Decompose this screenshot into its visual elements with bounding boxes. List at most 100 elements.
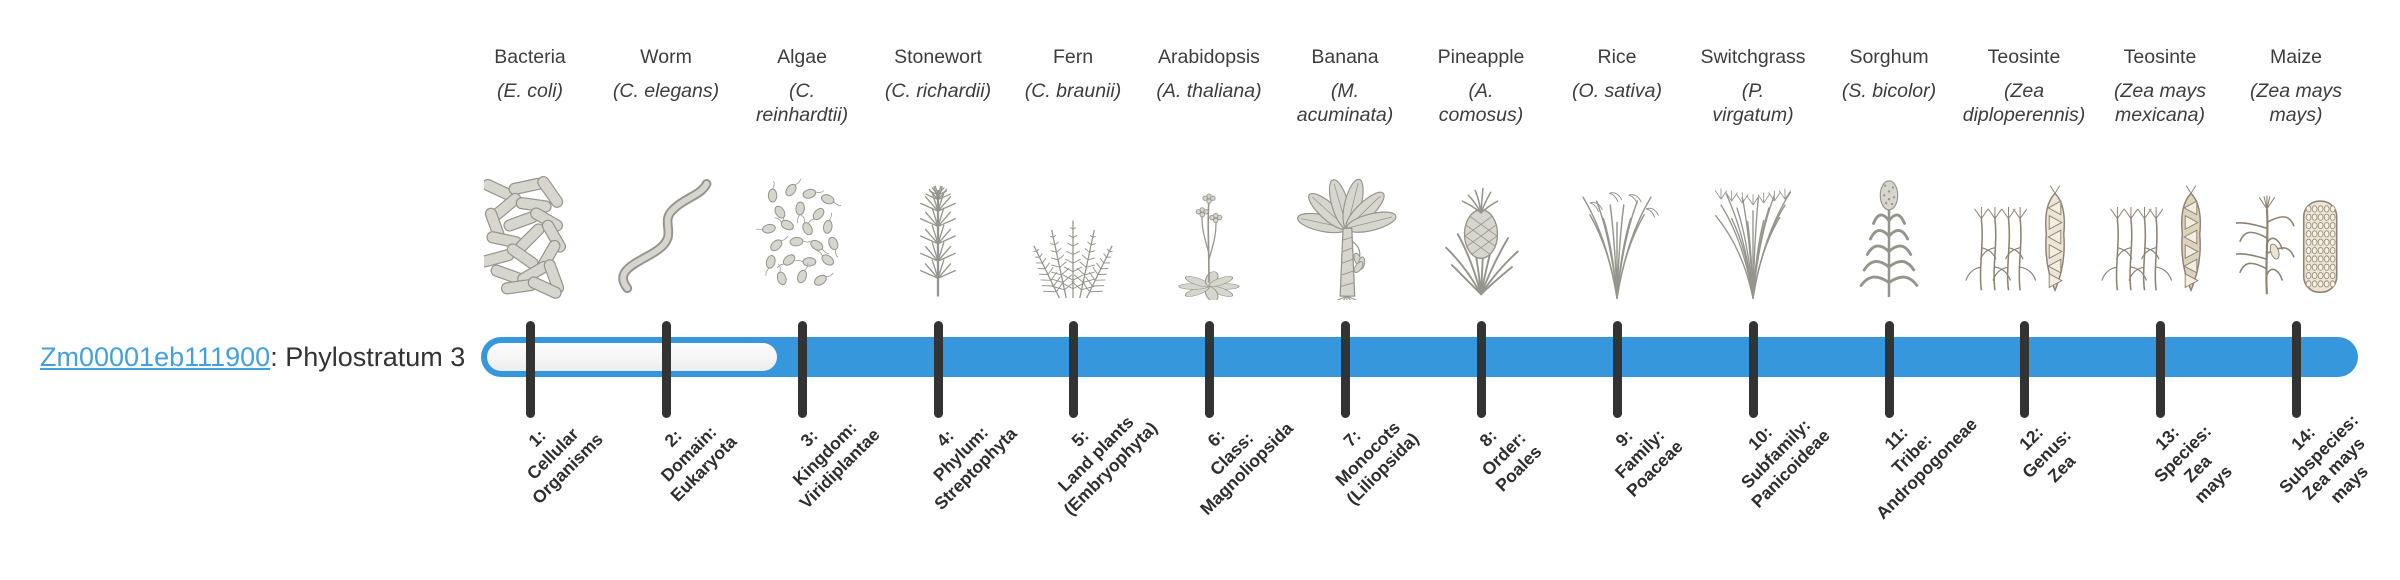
organism-scientific-name: (C. braunii) (1024, 80, 1122, 102)
organism-image (460, 170, 600, 300)
organism-label: Switchgrass (P. virgatum) (1665, 45, 1841, 127)
organism-common-name: Switchgrass (1700, 46, 1806, 68)
organism-label: Bacteria (E. coli) (442, 45, 618, 103)
rice-icon (1582, 192, 1660, 299)
stage-text: 13: Species: Zea mays (2149, 420, 2236, 507)
teosinte-mexicana-icon (2101, 185, 2202, 293)
stratum-tick-11 (1884, 321, 1894, 418)
teosinte-diplo-icon (1965, 185, 2066, 293)
organism-image (868, 170, 1008, 300)
gene-id-link[interactable]: Zm00001eb111900 (40, 342, 271, 372)
organism-scientific-name: (C. richardii) (884, 80, 992, 102)
organism-label: Algae (C. reinhardtii) (714, 45, 890, 127)
organism-label: Pineapple (A. comosus) (1393, 45, 1569, 127)
pineapple-icon (1445, 187, 1519, 296)
stage-text: 8: Order: Poales (1475, 425, 1546, 496)
organism-label: Arabidopsis (A. thaliana) (1121, 45, 1297, 103)
organism-image (1411, 170, 1551, 300)
organism-image (2090, 170, 2230, 300)
stage-text: 14: Subspecies: Zea mays mays (2274, 409, 2372, 507)
organism-label: Banana (M. acuminata) (1257, 45, 1433, 127)
organism-image (1819, 170, 1959, 300)
stage-text: 6: Class: Magnoliopsida (1196, 418, 1297, 519)
organism-common-name: Teosinte (1987, 46, 2061, 68)
algae-icon (756, 178, 842, 286)
organism-label: Sorghum (S. bicolor) (1801, 45, 1977, 103)
organism-image (596, 170, 736, 300)
stage-text: 1: Cellular Organisms (522, 423, 607, 508)
stratum-tick-3 (797, 321, 807, 418)
organism-label: Fern (C. braunii) (985, 45, 1161, 103)
stratum-tick-8 (1476, 321, 1486, 418)
stage-text: 12: Genus: Zea (2015, 422, 2080, 487)
organism-image (1003, 170, 1143, 300)
organism-image (2226, 170, 2366, 300)
organism-image (1683, 170, 1823, 300)
stage-text: 11: Tribe: Andropogoneae (1871, 413, 1981, 523)
organism-label: Stonewort (C. richardii) (850, 45, 1026, 103)
organism-scientific-name: (Zea mays mays) (2249, 80, 2343, 126)
stratum-tick-7 (1340, 321, 1350, 418)
organism-scientific-name: (A. comosus) (1438, 80, 1524, 126)
organism-scientific-name: (C. reinhardtii) (755, 80, 849, 126)
stonewort-icon (920, 185, 956, 297)
phylostratum-bar (481, 337, 2358, 377)
organism-label: Teosinte (Zea diploperennis) (1936, 45, 2112, 127)
stratum-tick-9 (1612, 321, 1622, 418)
organism-image (1139, 170, 1279, 300)
stratum-tick-2 (661, 321, 671, 418)
organism-common-name: Teosinte (2123, 46, 2197, 68)
unfilled-track (487, 343, 777, 371)
organism-scientific-name: (P. virgatum) (1712, 80, 1794, 126)
organism-image (1275, 170, 1415, 300)
organism-common-name: Rice (1597, 46, 1637, 68)
organism-label: Teosinte (Zea mays mexicana) (2072, 45, 2248, 127)
organism-scientific-name: (A. thaliana) (1156, 80, 1262, 102)
organism-label: Worm (C. elegans) (578, 45, 754, 103)
stratum-tick-12 (2019, 321, 2029, 418)
stage-text: 7: Monocots (Liliopsida) (1330, 416, 1423, 509)
organism-common-name: Algae (777, 46, 827, 68)
stage-text: 9: Family: Poaceae (1610, 424, 1687, 501)
stratum-tick-4 (933, 321, 943, 418)
organism-common-name: Stonewort (894, 46, 982, 68)
organism-scientific-name: (M. acuminata) (1296, 80, 1394, 126)
gene-stratum-text: : Phylostratum 3 (270, 342, 466, 372)
bacteria-icon (484, 176, 567, 299)
fern-icon (1033, 220, 1113, 299)
organism-common-name: Maize (2269, 46, 2323, 68)
organism-common-name: Sorghum (1849, 46, 1929, 68)
organism-scientific-name: (C. elegans) (612, 80, 720, 102)
switchgrass-icon (1714, 188, 1792, 299)
organism-image (1547, 170, 1687, 300)
stratum-tick-14 (2291, 321, 2301, 418)
organism-common-name: Worm (640, 46, 692, 68)
organism-scientific-name: (O. sativa) (1572, 80, 1662, 102)
organism-scientific-name: (Zea diploperennis) (1962, 80, 2086, 126)
organism-label: Rice (O. sativa) (1529, 45, 1705, 103)
organism-image (1954, 170, 2094, 300)
organism-image (732, 170, 872, 300)
maize-icon (2236, 195, 2338, 295)
stage-text: 2: Domain: Eukaryota (656, 421, 741, 506)
stratum-tick-13 (2155, 321, 2165, 418)
organism-common-name: Arabidopsis (1158, 46, 1260, 68)
organism-scientific-name: (Zea mays mexicana) (2113, 80, 2207, 126)
organism-scientific-name: (S. bicolor) (1841, 80, 1937, 102)
stage-text: 5: Land plants (Embryophyta) (1053, 411, 1162, 520)
stratum-tick-1 (525, 321, 535, 418)
sorghum-icon (1859, 180, 1919, 298)
organism-common-name: Fern (1052, 46, 1094, 68)
organism-label: Maize (Zea mays mays) (2208, 45, 2384, 127)
organism-common-name: Banana (1311, 46, 1379, 68)
organism-scientific-name: (E. coli) (496, 80, 564, 102)
organism-common-name: Bacteria (494, 46, 566, 68)
stage-text: 10: Subfamily: Panicoideae (1736, 414, 1834, 512)
stratum-tick-10 (1748, 321, 1758, 418)
stratum-tick-5 (1068, 321, 1078, 418)
organism-common-name: Pineapple (1437, 46, 1525, 68)
stage-text: 4: Phylum: Streptophyta (928, 421, 1021, 514)
gene-label: Zm00001eb111900: Phylostratum 3 (40, 339, 465, 375)
arabidopsis-icon (1178, 193, 1240, 300)
